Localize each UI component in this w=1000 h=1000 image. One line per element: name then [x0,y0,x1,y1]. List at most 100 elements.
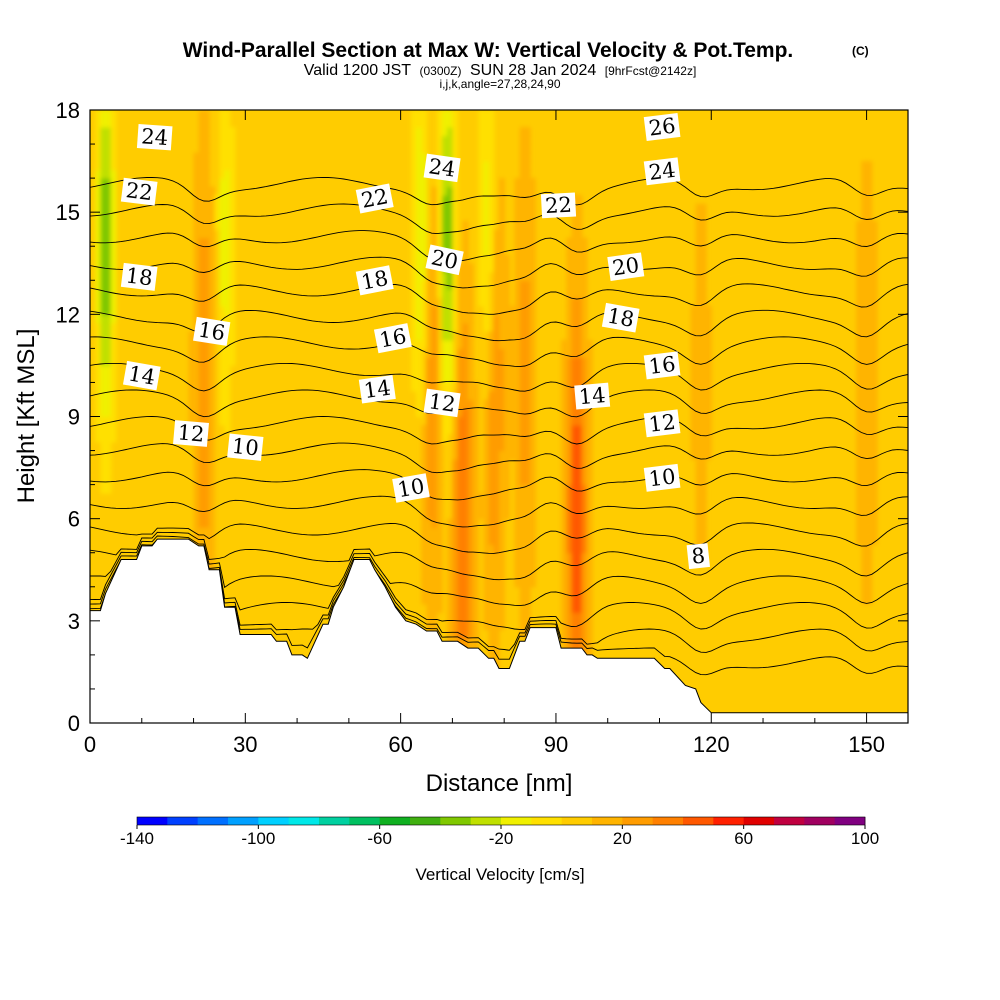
velocity-cell [700,510,707,520]
velocity-cell [514,203,521,213]
velocity-cell [514,288,521,298]
velocity-cell [700,280,707,290]
velocity-cell [462,510,469,520]
velocity-cell [587,339,593,349]
velocity-cell [110,186,117,196]
velocity-cell [203,135,210,145]
velocity-cell [421,501,428,511]
velocity-cell [95,305,101,315]
velocity-cell [110,399,117,409]
velocity-cell [457,365,464,375]
velocity-cell [462,271,469,281]
velocity-cell [581,425,588,435]
velocity-cell [426,612,433,622]
velocity-cell [467,433,474,443]
velocity-cell [193,280,200,290]
velocity-cell [110,391,117,401]
velocity-cell [188,416,195,426]
velocity-cell [581,578,588,588]
velocity-cell [100,356,107,366]
velocity-cell [95,408,101,418]
velocity-cell [467,476,474,486]
velocity-cell [452,135,459,145]
contour-label-text: 14 [362,376,392,403]
velocity-cell [576,544,583,554]
colorbar-swatch [228,817,259,825]
velocity-cell [566,297,573,307]
velocity-cell [571,314,578,324]
velocity-cell [524,552,531,562]
velocity-cell [110,322,117,332]
velocity-cell [100,297,107,307]
velocity-cell [571,467,578,477]
velocity-cell [866,246,873,256]
velocity-cell [566,552,573,562]
velocity-cell [105,288,112,298]
velocity-cell [587,637,593,647]
velocity-cell [499,442,505,452]
velocity-cell [571,442,578,452]
velocity-cell [467,339,474,349]
terrain [90,538,908,723]
velocity-cell [105,348,112,358]
velocity-cell [105,484,112,494]
velocity-cell [488,229,495,239]
velocity-cell [706,331,712,341]
velocity-cell [473,425,479,435]
velocity-cell [493,637,500,647]
velocity-cell [457,288,464,298]
velocity-cell [581,467,588,477]
velocity-cell [462,399,469,409]
velocity-cell [861,450,868,460]
velocity-cell [457,305,464,315]
velocity-cell [467,408,474,418]
velocity-cell [587,476,593,486]
velocity-cell [219,305,226,315]
velocity-cell [198,493,205,503]
velocity-cell [452,459,459,469]
velocity-cell [431,586,438,596]
velocity-cell [421,135,428,145]
velocity-cell [524,416,531,426]
velocity-cell [576,314,583,324]
velocity-cell [219,399,226,409]
velocity-cell [561,578,567,588]
contour-label-text: 14 [578,383,607,409]
velocity-cell [462,552,469,562]
velocity-cell [447,425,453,435]
velocity-cell [431,186,438,196]
velocity-cell [581,280,588,290]
velocity-cell [581,442,588,452]
velocity-cell [467,467,474,477]
velocity-cell [478,135,485,145]
velocity-cell [203,169,210,179]
velocity-cell [457,280,464,290]
velocity-cell [581,322,588,332]
velocity-cell [224,135,231,145]
contour-label-box [355,265,394,296]
velocity-cell [457,408,464,418]
velocity-cell [411,144,417,154]
velocity-cell [467,322,474,332]
velocity-cell [519,459,526,469]
velocity-cell [566,484,573,494]
velocity-cell [457,297,464,307]
velocity-cell [95,280,101,290]
velocity-cell [561,450,567,460]
velocity-cell [483,586,490,596]
velocity-cell [519,322,526,332]
velocity-cell [467,578,474,588]
velocity-cell [566,356,573,366]
velocity-cell [224,305,231,315]
velocity-cell [514,569,521,579]
subtitle-valid: Valid 1200 JST [304,62,412,79]
velocity-cell [203,493,210,503]
contour-label-text: 16 [377,324,408,353]
velocity-cell [219,280,226,290]
contour-label-text: 18 [359,266,390,295]
velocity-cell [447,365,453,375]
velocity-cell [462,322,469,332]
velocity-cell [421,271,428,281]
velocity-cell [462,254,469,264]
velocity-cell [488,561,495,571]
